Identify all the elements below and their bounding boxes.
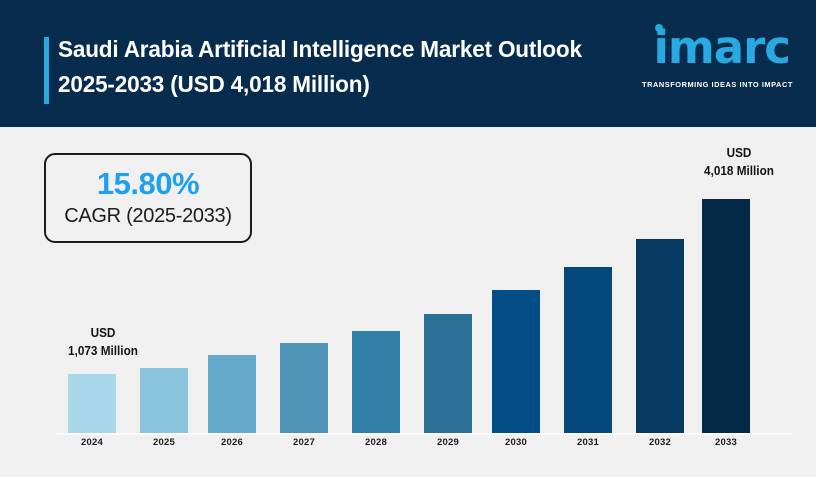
- bar-year-label-2030: 2030: [505, 437, 527, 448]
- cagr-badge: 15.80% CAGR (2025-2033): [44, 153, 252, 243]
- bar-year-label-2024: 2024: [81, 437, 103, 448]
- bar-year-label-2032: 2032: [649, 437, 671, 448]
- bar-year-label-2026: 2026: [221, 437, 243, 448]
- callout-last-currency: USD: [726, 146, 752, 160]
- imarc-logo[interactable]: imarc TRANSFORMING IDEAS INTO IMPACT: [642, 22, 793, 98]
- bar-2028: [352, 331, 400, 433]
- page-title: Saudi Arabia Artificial Intelligence Mar…: [58, 32, 658, 102]
- value-callout-last: USD 4,018 Million: [683, 144, 796, 180]
- logo-tagline-text: TRANSFORMING IDEAS INTO IMPACT: [642, 80, 793, 89]
- bar-2033: [702, 199, 750, 433]
- bar-2030: [492, 290, 540, 433]
- callout-first-currency: USD: [90, 326, 116, 340]
- logo-wordmark-text: imarc: [653, 21, 791, 74]
- bar-year-label-2031: 2031: [577, 437, 599, 448]
- cagr-value: 15.80%: [96, 166, 200, 201]
- chart-axis-line: [56, 433, 792, 435]
- bar-2031: [564, 267, 612, 433]
- bar-2026: [208, 355, 256, 433]
- bar-2029: [424, 314, 472, 433]
- logo-dot-icon: [655, 24, 663, 32]
- bar-year-label-2025: 2025: [153, 437, 175, 448]
- header-banner: Saudi Arabia Artificial Intelligence Mar…: [0, 0, 816, 127]
- bar-year-label-2029: 2029: [437, 437, 459, 448]
- callout-first-amount: 1,073 Million: [68, 344, 138, 358]
- page-title-line-1: Saudi Arabia Artificial Intelligence Mar…: [58, 36, 582, 62]
- bar-year-label-2028: 2028: [365, 437, 387, 448]
- bar-2027: [280, 343, 328, 433]
- bar-year-label-2027: 2027: [293, 437, 315, 448]
- value-callout-first: USD 1,073 Million: [47, 324, 160, 360]
- title-accent-bar: [44, 37, 49, 104]
- page-title-line-2: 2025-2033 (USD 4,018 Million): [58, 71, 370, 97]
- callout-last-amount: 4,018 Million: [704, 164, 774, 178]
- bar-year-label-2033: 2033: [715, 437, 737, 448]
- bar-2025: [140, 368, 188, 433]
- cagr-label: CAGR (2025-2033): [64, 205, 232, 227]
- logo-mark: imarc: [642, 22, 791, 76]
- bar-2024: [68, 374, 116, 433]
- bar-2032: [636, 239, 684, 433]
